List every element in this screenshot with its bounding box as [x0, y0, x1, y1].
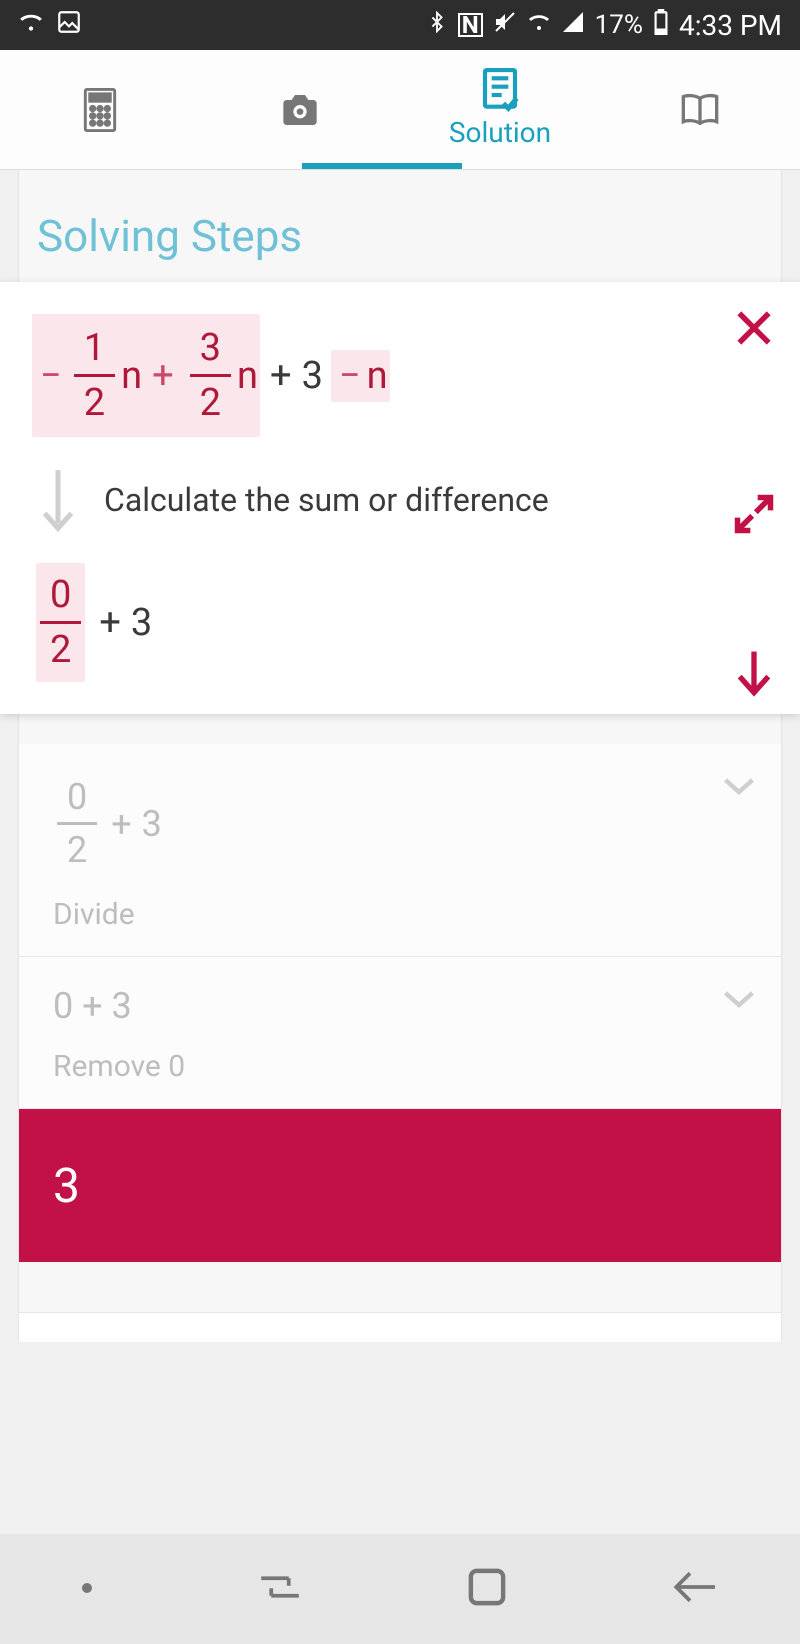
- book-icon: [680, 90, 720, 130]
- image-icon: [56, 9, 82, 42]
- android-nav-bar: [0, 1534, 800, 1644]
- nav-dot: [80, 1580, 94, 1599]
- result-fraction: 0 2: [36, 563, 85, 682]
- nfc-icon: N: [458, 13, 483, 37]
- final-answer: 3: [19, 1109, 781, 1262]
- clock-text: 4:33 PM: [679, 9, 782, 42]
- calculator-icon: [80, 90, 120, 130]
- fraction-1: 1 2: [72, 318, 117, 433]
- battery-icon: [653, 9, 669, 42]
- step-description-row: Calculate the sum or difference: [38, 465, 772, 535]
- header-block: Solving Steps: [18, 170, 782, 282]
- battery-percent: 17%: [595, 10, 643, 40]
- home-icon[interactable]: [465, 1565, 509, 1613]
- step-card: − 1 2 n + 3 2 n + 3 − n: [0, 282, 800, 714]
- final-value: 3: [53, 1157, 80, 1214]
- step-explain: Remove 0: [53, 1049, 757, 1084]
- back-icon[interactable]: [670, 1567, 720, 1611]
- chevron-down-icon: [721, 987, 757, 1015]
- bluetooth-icon: [426, 9, 448, 42]
- close-icon[interactable]: [732, 306, 776, 350]
- expression: − 1 2 n + 3 2 n + 3 − n: [32, 314, 772, 437]
- status-left: [18, 9, 82, 42]
- chevron-down-icon: [721, 774, 757, 802]
- fraction-2: 3 2: [188, 318, 233, 433]
- list-item[interactable]: 0 2 + 3 Divide: [19, 744, 781, 957]
- tab-bar: Solution: [0, 50, 800, 170]
- arrow-down-grey-icon: [38, 465, 78, 535]
- steps-list: 0 2 + 3 Divide 0 + 3 Remove 0 3: [18, 714, 782, 1342]
- expr-minus-n: − n: [331, 350, 390, 402]
- wifi-icon: [527, 10, 551, 41]
- arrow-down-icon[interactable]: [732, 648, 776, 698]
- signal-icon: [561, 10, 585, 41]
- wifi-call-icon: [18, 9, 44, 42]
- tab-solution-label: Solution: [449, 116, 551, 149]
- expr-minus: − 1 2 n + 3 2 n: [32, 314, 260, 437]
- status-right: N 17% 4:33 PM: [426, 9, 782, 42]
- mute-icon: [493, 10, 517, 41]
- tab-camera[interactable]: [200, 50, 400, 169]
- step-explain: Divide: [53, 897, 757, 932]
- tab-underline: [302, 163, 462, 169]
- status-bar: N 17% 4:33 PM: [0, 0, 800, 50]
- step-expression: 0 + 3: [53, 985, 757, 1027]
- solution-icon: [480, 70, 520, 110]
- list-item[interactable]: 0 + 3 Remove 0: [19, 957, 781, 1109]
- card-result: 0 2 + 3: [32, 563, 772, 682]
- step-description: Calculate the sum or difference: [104, 481, 549, 519]
- page-title: Solving Steps: [37, 210, 763, 262]
- tab-solution[interactable]: Solution: [400, 50, 600, 169]
- expand-icon[interactable]: [732, 492, 776, 536]
- step-expression: 0 2 + 3: [53, 772, 757, 875]
- tab-calculator[interactable]: [0, 50, 200, 169]
- camera-icon: [280, 90, 320, 130]
- recent-apps-icon[interactable]: [255, 1567, 305, 1611]
- tab-book[interactable]: [600, 50, 800, 169]
- content-area: Solving Steps − 1 2 n + 3: [0, 170, 800, 1342]
